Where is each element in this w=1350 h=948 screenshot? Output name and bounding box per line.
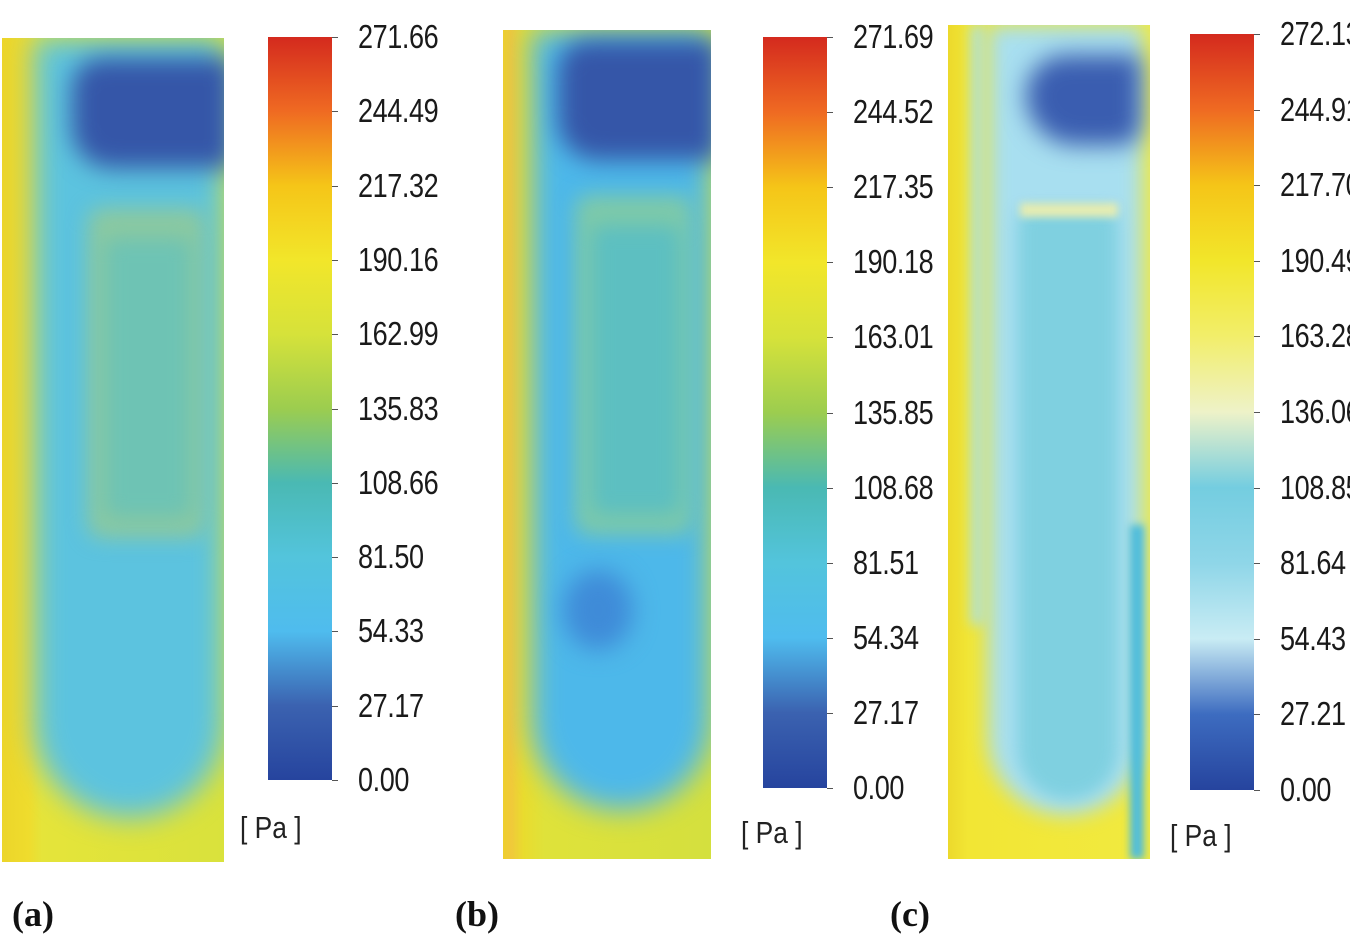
colorbar-tick-label: 244.52 <box>853 93 934 131</box>
panel-label-c: (c) <box>890 894 930 934</box>
colorbar-tick-label: 163.01 <box>853 318 934 356</box>
colorbar-tick-label: 0.00 <box>1280 771 1332 808</box>
panel-label-b: (b) <box>455 894 499 934</box>
panel-label-a: (a) <box>12 894 54 934</box>
colorbar-tick <box>827 337 833 339</box>
colorbar-tick-label: 54.43 <box>1280 619 1346 657</box>
colorbar-b <box>763 37 827 788</box>
colorbar-tick-label: 54.33 <box>358 612 424 650</box>
colorbar-tick <box>1254 185 1260 187</box>
inner-mid-stress-region <box>1018 210 1118 800</box>
colorbar-tick <box>827 412 833 414</box>
colorbar-tick <box>827 37 833 38</box>
colorbar-tick <box>332 482 338 484</box>
colorbar-tick-label: 135.85 <box>853 393 934 431</box>
contour-plot-a <box>2 38 224 862</box>
colorbar-tick <box>1254 109 1260 111</box>
inner-core-region <box>591 225 681 515</box>
colorbar-tick <box>827 637 833 639</box>
colorbar-tick-label: 190.18 <box>853 243 934 281</box>
colorbar-c <box>1190 34 1254 790</box>
colorbar-tick-label: 135.83 <box>358 389 439 427</box>
unit-label-a: [ Pa ] <box>240 810 302 845</box>
contour-plot-c <box>948 25 1150 859</box>
colorbar-tick-label: 136.06 <box>1280 393 1350 430</box>
inner-frame-region <box>1020 203 1118 217</box>
colorbar-tick <box>332 37 338 38</box>
left-edge-band <box>970 25 984 625</box>
colorbar-tick <box>827 562 833 564</box>
colorbar-tick <box>1254 638 1260 640</box>
colorbar-tick-label: 54.34 <box>853 618 919 656</box>
colorbar-a <box>268 37 332 780</box>
colorbar-tick <box>1254 34 1260 35</box>
panel-b: 271.69 244.52 217.35 190.18 163.01 135.85 108.… <box>455 0 940 948</box>
colorbar-tick <box>1254 260 1260 262</box>
colorbar-tick <box>332 334 338 336</box>
colorbar-tick-label: 217.32 <box>358 166 439 204</box>
colorbar-tick-label: 81.51 <box>853 543 919 581</box>
colorbar-tick <box>1254 336 1260 338</box>
colorbar-tick <box>1254 412 1260 413</box>
colorbar-tick <box>1254 714 1260 716</box>
colorbar-tick-label: 108.66 <box>358 463 439 501</box>
colorbar-tick <box>332 111 338 113</box>
contour-plot-b <box>503 30 711 859</box>
top-low-region <box>558 40 711 160</box>
colorbar-tick-label: 271.66 <box>358 18 439 55</box>
colorbar-tick <box>827 712 833 714</box>
colorbar-tick-label: 108.68 <box>853 468 934 506</box>
colorbar-tick-label: 190.49 <box>1280 241 1350 279</box>
colorbar-tick <box>827 187 833 189</box>
colorbar-tick <box>332 259 338 261</box>
colorbar-tick <box>827 487 833 489</box>
colorbar-tick <box>332 557 338 559</box>
colorbar-tick <box>332 631 338 633</box>
colorbar-tick <box>1254 790 1260 791</box>
top-low-region <box>1026 55 1141 145</box>
colorbar-tick <box>332 408 338 410</box>
top-low-region <box>72 58 224 168</box>
colorbar-tick <box>332 705 338 707</box>
colorbar-tick-label: 0.00 <box>853 769 905 806</box>
colorbar-tick-label: 163.28 <box>1280 317 1350 355</box>
panel-c: 272.13 244.91 217.70 190.49 163.28 136.06 108.… <box>890 0 1350 948</box>
colorbar-tick-label: 271.69 <box>853 18 934 55</box>
low-spot-region <box>563 570 633 650</box>
colorbar-tick-label: 217.35 <box>853 168 934 206</box>
colorbar-tick-label: 27.21 <box>1280 695 1346 733</box>
colorbar-tick-label: 108.85 <box>1280 468 1350 506</box>
colorbar-tick <box>1254 487 1260 489</box>
panel-a: 271.66 244.49 217.32 190.16 162.99 135.83 108.… <box>0 0 450 948</box>
colorbar-tick-label: 162.99 <box>358 315 439 353</box>
inner-core-region <box>104 238 192 518</box>
colorbar-tick-label: 217.70 <box>1280 166 1350 204</box>
colorbar-tick-label: 81.64 <box>1280 544 1346 582</box>
colorbar-tick-label: 190.16 <box>358 240 439 278</box>
colorbar-tick-label: 244.91 <box>1280 90 1350 128</box>
colorbar-tick <box>1254 563 1260 565</box>
colorbar-tick-label: 27.17 <box>358 686 424 724</box>
colorbar-tick-label: 244.49 <box>358 92 439 130</box>
colorbar-tick <box>827 112 833 114</box>
right-edge-channel <box>1130 525 1144 859</box>
unit-label-c: [ Pa ] <box>1170 818 1232 853</box>
colorbar-tick-label: 81.50 <box>358 538 424 576</box>
colorbar-tick-label: 0.00 <box>358 761 410 798</box>
colorbar-tick <box>827 262 833 264</box>
unit-label-b: [ Pa ] <box>741 815 803 850</box>
colorbar-tick-label: 272.13 <box>1280 15 1350 52</box>
colorbar-tick <box>332 780 338 781</box>
colorbar-tick <box>827 788 833 789</box>
colorbar-tick <box>332 185 338 187</box>
colorbar-tick-label: 27.17 <box>853 693 919 731</box>
